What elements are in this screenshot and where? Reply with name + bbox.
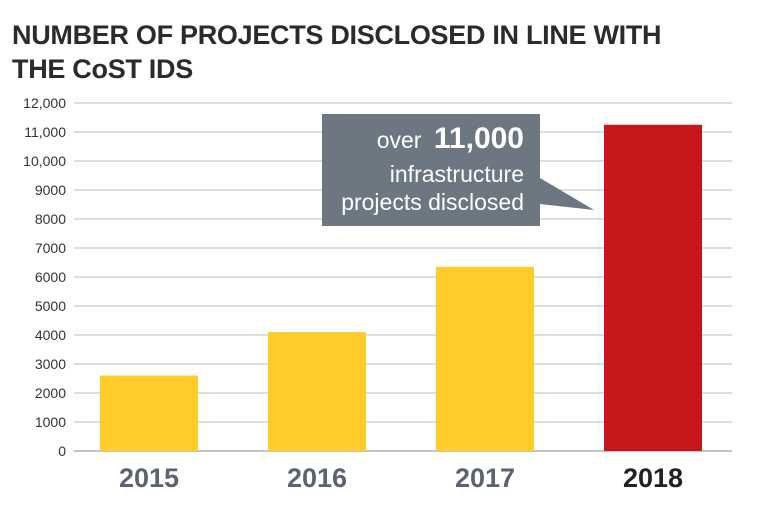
y-tick-label: 12,000 <box>23 95 66 111</box>
y-tick-label: 8000 <box>35 211 66 227</box>
y-tick-label: 4000 <box>35 327 66 343</box>
bar-2016 <box>268 332 366 451</box>
y-tick-label: 6000 <box>35 269 66 285</box>
y-tick-label: 3000 <box>35 356 66 372</box>
y-tick-label: 10,000 <box>23 153 66 169</box>
x-tick-label-2015: 2015 <box>119 463 179 493</box>
y-tick-label: 2000 <box>35 385 66 401</box>
x-tick-label-2018: 2018 <box>623 463 683 493</box>
chart-title-line-1: NUMBER OF PROJECTS DISCLOSED IN LINE WIT… <box>12 20 662 50</box>
callout-line-2: infrastructure <box>390 161 524 187</box>
y-tick-label: 1000 <box>35 414 66 430</box>
chart-title-line-2: THE CoST IDS <box>12 54 193 84</box>
bar-2015 <box>100 375 198 451</box>
y-tick-label: 7000 <box>35 240 66 256</box>
y-tick-label: 0 <box>58 443 66 459</box>
bar-2017 <box>436 266 534 451</box>
x-axis: 2015 2016 2017 2018 <box>119 463 683 493</box>
y-tick-label: 11,000 <box>24 124 66 140</box>
bar-2018 <box>604 124 702 451</box>
callout: over 11,000 infrastructure projects disc… <box>322 114 594 226</box>
callout-number: 11,000 <box>434 122 524 155</box>
bars <box>100 124 702 451</box>
x-tick-label-2017: 2017 <box>455 463 515 493</box>
callout-prefix: over <box>377 127 422 153</box>
callout-box <box>322 114 594 226</box>
callout-line-3: projects disclosed <box>341 189 524 215</box>
y-axis: 0 1000 2000 3000 4000 5000 6000 7000 8000 9000 10,… <box>23 95 66 459</box>
y-tick-label: 9000 <box>35 182 66 198</box>
x-tick-label-2016: 2016 <box>287 463 347 493</box>
callout-line-1: over 11,000 <box>377 122 524 155</box>
y-tick-label: 5000 <box>35 298 66 314</box>
chart-title: NUMBER OF PROJECTS DISCLOSED IN LINE WIT… <box>12 18 752 86</box>
